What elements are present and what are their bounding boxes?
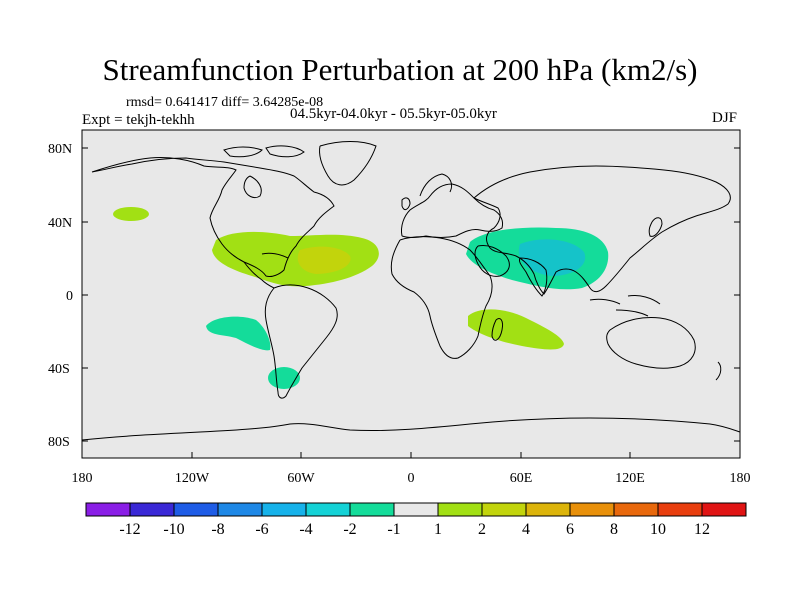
- lon-label: 120W: [175, 471, 210, 486]
- coast-europe: [401, 183, 503, 238]
- lon-label: 180: [72, 471, 93, 486]
- coast-india: [519, 257, 548, 297]
- colorbar-swatch: [393, 502, 439, 517]
- coast-asia: [473, 165, 731, 295]
- colorbar-swatch: [217, 502, 263, 517]
- anomaly-indian-ocean: [468, 309, 564, 350]
- lon-label: 60W: [287, 471, 315, 486]
- colorbar-label: -10: [163, 521, 184, 538]
- colorbar-label: -2: [343, 521, 356, 538]
- anomaly-north-pacific: [113, 207, 149, 221]
- colorbar-swatch: [657, 502, 703, 517]
- stats-label: rmsd= 0.641417 diff= 3.64285e-08: [126, 95, 324, 110]
- axis-ticks: [81, 147, 741, 458]
- colorbar-swatch: [85, 502, 131, 517]
- colorbar-swatch: [305, 502, 351, 517]
- colorbar-swatch: [525, 502, 571, 517]
- anomaly-south-asia-core: [518, 239, 586, 276]
- colorbar-label: 4: [522, 521, 530, 538]
- lon-label: 0: [408, 471, 415, 486]
- lon-label: 120E: [615, 471, 645, 486]
- coast-indonesia: [589, 295, 661, 317]
- lat-label: 40N: [48, 216, 72, 231]
- anomaly-north-atlantic-core: [297, 246, 351, 274]
- coast-scandinavia: [419, 173, 453, 197]
- coast-greenland: [319, 141, 377, 186]
- coast-cuba: [261, 252, 289, 259]
- coast-north-america: [91, 157, 335, 277]
- lon-labels: 180 120W 60W 0 60E 120E 180: [72, 471, 751, 486]
- coast-japan: [648, 217, 663, 237]
- coast-australia: [606, 317, 696, 369]
- coast-antarctica: [81, 417, 741, 441]
- colorbar-label: -6: [255, 521, 268, 538]
- colorbar-label: 6: [566, 521, 574, 538]
- lat-label: 40S: [48, 362, 70, 377]
- anomaly-southeast-pacific: [206, 316, 271, 351]
- coast-africa: [390, 236, 493, 359]
- colorbar-label: -8: [211, 521, 224, 538]
- colorbar-label: 8: [610, 521, 618, 538]
- colorbar-label: 10: [650, 521, 666, 538]
- lat-label: 80N: [48, 142, 72, 157]
- colorbar-swatch: [569, 502, 615, 517]
- colorbar-label: -12: [119, 521, 140, 538]
- coast-south-america: [264, 284, 338, 399]
- map-background: [82, 130, 740, 458]
- colorbar-swatch: [613, 502, 659, 517]
- experiment-label: Expt = tekjh-tekhh: [82, 112, 195, 128]
- coast-central-america: [243, 261, 275, 289]
- lat-labels: 80N 40N 0 40S 80S: [48, 142, 73, 450]
- colorbar: -12 -10 -8 -6 -4 -2 -1 1 2 4 6 8 10 12: [85, 502, 747, 538]
- colorbar-swatch: [437, 502, 483, 517]
- colorbar-swatch: [173, 502, 219, 517]
- plot-title: Streamfunction Perturbation at 200 hPa (…: [102, 52, 698, 87]
- colorbar-swatch: [261, 502, 307, 517]
- coast-hudson-bay: [243, 175, 262, 199]
- colorbar-swatch: [349, 502, 395, 517]
- coast-arctic-islands: [223, 145, 305, 158]
- coastlines: [81, 141, 741, 441]
- coast-arabia: [474, 245, 510, 277]
- coast-uk: [401, 197, 411, 211]
- coast-madagascar: [491, 317, 503, 341]
- colorbar-label: 12: [694, 521, 710, 538]
- colorbar-label: 2: [478, 521, 486, 538]
- lat-label: 0: [66, 289, 73, 304]
- colorbar-swatch: [129, 502, 175, 517]
- colorbar-label: -1: [387, 521, 400, 538]
- season-label: DJF: [712, 110, 738, 126]
- coast-new-zealand: [715, 361, 722, 381]
- lon-label: 180: [730, 471, 751, 486]
- colorbar-label: -4: [299, 521, 312, 538]
- colorbar-label: 1: [434, 521, 442, 538]
- colorbar-swatch: [701, 502, 747, 517]
- lon-label: 60E: [510, 471, 533, 486]
- colorbar-swatch: [481, 502, 527, 517]
- period-label: 04.5kyr-04.0kyr - 05.5kyr-05.0kyr: [290, 106, 497, 122]
- anomaly-patagonia: [268, 367, 300, 389]
- lat-label: 80S: [48, 435, 70, 450]
